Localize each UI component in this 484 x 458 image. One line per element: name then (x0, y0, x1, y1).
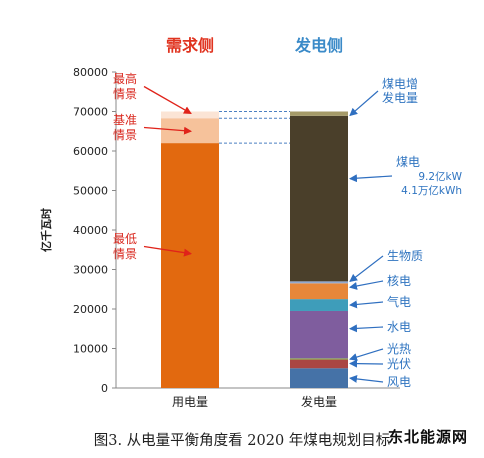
bar-segment-生物质 (290, 281, 348, 284)
left-annotation-text: 情景 (113, 87, 137, 101)
x-category-label: 用电量 (172, 395, 208, 409)
left-annotation-text: 情景 (113, 128, 137, 142)
right-annotation-text: 煤电 (396, 155, 420, 169)
bar-segment-最高情景 (161, 111, 219, 119)
y-tick-label: 0 (101, 382, 108, 395)
bar-segment-核电 (290, 283, 348, 300)
left-annotation-text: 情景 (113, 247, 137, 261)
right-annotation-text: 核电 (387, 274, 411, 288)
right-annotation-arrow (349, 374, 384, 383)
left-annotation-text: 最高 (113, 71, 137, 86)
group-header-1: 需求侧 (166, 36, 214, 55)
left-annotation-arrow (143, 245, 192, 257)
right-annotation-text: 光伏 (387, 357, 411, 371)
y-tick-label: 70000 (73, 106, 108, 119)
bar-segment-气电 (290, 299, 348, 311)
y-tick-label: 10000 (73, 343, 108, 356)
right-annotation-text: 煤电增 (382, 77, 418, 91)
bar-segment-水电 (290, 310, 348, 359)
y-tick-label: 50000 (73, 185, 108, 198)
right-annotation-arrow (349, 348, 384, 361)
bar-segment-光热 (290, 358, 348, 360)
right-annotation-text: 4.1万亿kWh (401, 184, 462, 197)
right-annotation-text: 发电量 (382, 90, 418, 105)
left-annotation-text: 最低 (113, 232, 137, 246)
y-tick-label: 60000 (73, 145, 108, 158)
right-annotation-text: 风电 (387, 375, 411, 389)
left-annotation-arrow (143, 85, 192, 115)
right-annotation-text: 气电 (387, 294, 411, 309)
bar-segment-最低情景 (161, 143, 219, 388)
right-annotation-arrow (349, 300, 384, 309)
bar-segment-光伏 (290, 359, 348, 369)
right-annotation-text: 生物质 (387, 249, 423, 263)
right-annotation-text: 9.2亿kW (418, 170, 462, 183)
right-annotation-arrow (349, 324, 384, 333)
left-annotation-arrow (143, 126, 192, 135)
right-annotation-text: 水电 (387, 320, 411, 334)
right-annotation-arrow (349, 255, 384, 282)
y-tick-label: 30000 (73, 264, 108, 277)
y-axis-title: 亿千瓦时 (39, 208, 53, 252)
figure-caption: 图3. 从电量平衡角度看 2020 年煤电规划目标 (93, 433, 391, 449)
left-annotation-text: 基准 (113, 113, 137, 127)
right-annotation-arrow (349, 280, 384, 290)
y-tick-label: 80000 (73, 66, 108, 79)
x-category-label: 发电量 (301, 394, 337, 409)
bar-segment-煤电 (290, 115, 348, 282)
watermark-text: 东北能源网 (388, 428, 469, 446)
right-annotation-arrow (349, 174, 393, 183)
y-tick-label: 40000 (73, 224, 108, 237)
right-annotation-arrow (349, 90, 379, 117)
y-tick-label: 20000 (73, 303, 108, 316)
group-header-2: 发电侧 (294, 36, 343, 55)
bar-segment-煤电增发电量 (290, 111, 348, 116)
right-annotation-text: 光热 (387, 342, 411, 356)
bar-segment-风电 (290, 368, 348, 388)
